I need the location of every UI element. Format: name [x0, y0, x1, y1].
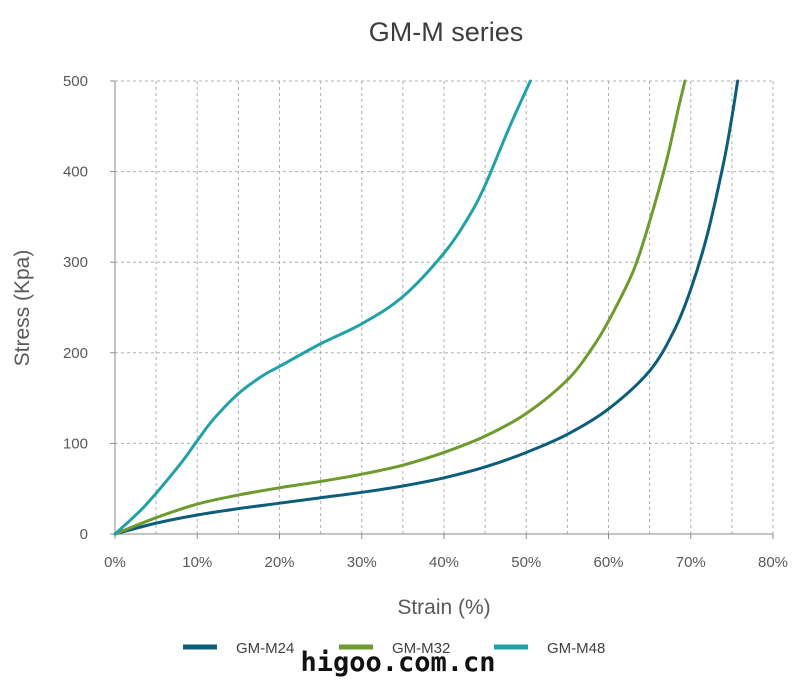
y-tick-label: 300 — [63, 254, 88, 271]
y-tick-label: 100 — [63, 435, 88, 452]
tick-labels: 0 100 200 300 400 500 0% 10% 20% 30% 40% 50% 60% 70% 8… — [63, 73, 788, 571]
y-tick-label: 200 — [63, 345, 88, 362]
chart-title: GM-M series — [369, 17, 524, 47]
grid — [115, 80, 774, 534]
x-tick-label: 30% — [347, 554, 377, 571]
x-tick-label: 40% — [429, 554, 459, 571]
axes — [110, 80, 774, 539]
series-line-gm-m24 — [113, 79, 740, 536]
series-line-gm-m48 — [113, 79, 532, 536]
x-tick-label: 60% — [593, 554, 623, 571]
x-tick-label: 70% — [676, 554, 706, 571]
watermark-text: higoo.com.cn — [300, 647, 495, 678]
legend: GM-M24 GM-M32 GM-M48 — [183, 640, 605, 657]
x-tick-label: 10% — [182, 554, 212, 571]
x-tick-label: 50% — [511, 554, 541, 571]
legend-label-gm-m48: GM-M48 — [547, 640, 605, 657]
y-tick-label: 500 — [63, 73, 88, 90]
x-tick-label: 20% — [264, 554, 294, 571]
y-axis-title: Stress (Kpa) — [11, 250, 34, 367]
series-lines — [113, 79, 740, 536]
x-axis-title: Strain (%) — [397, 596, 490, 619]
legend-label-gm-m24: GM-M24 — [236, 640, 294, 657]
x-tick-label: 0% — [104, 554, 126, 571]
x-tick-label: 80% — [758, 554, 788, 571]
y-tick-label: 400 — [63, 164, 88, 181]
series-line-gm-m32 — [113, 79, 687, 536]
legend-label-gm-m32: GM-M32 — [392, 640, 450, 657]
y-tick-label: 0 — [80, 526, 88, 543]
